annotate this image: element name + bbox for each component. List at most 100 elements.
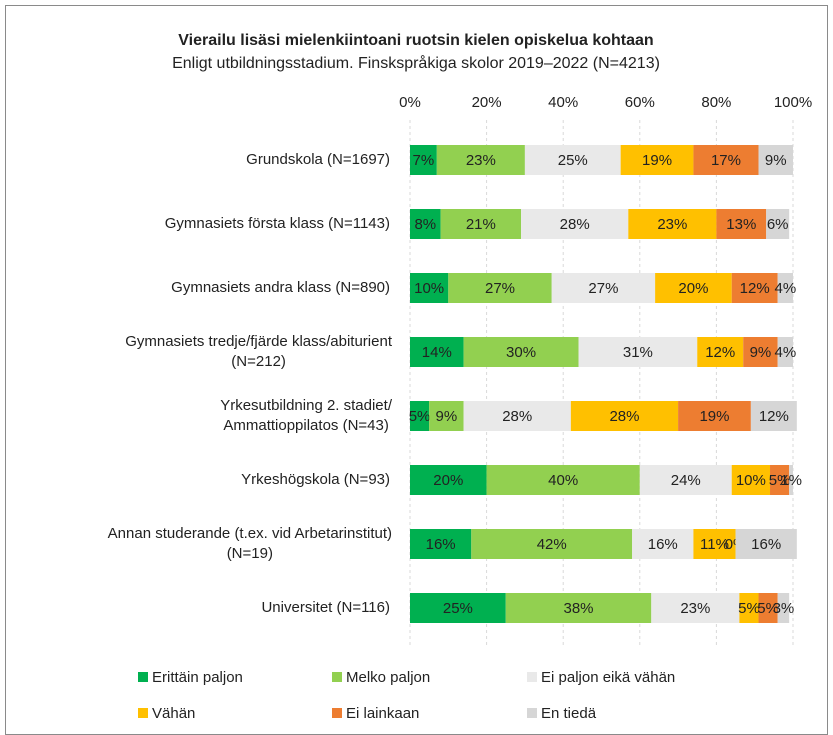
data-label: 9% xyxy=(765,152,787,169)
data-label: 19% xyxy=(642,152,672,169)
y-tick-label: Gymnasiets första klass (N=1143) xyxy=(165,215,390,232)
legend-swatch xyxy=(527,708,537,718)
bar-segment xyxy=(758,593,778,623)
data-label: 27% xyxy=(588,280,618,297)
data-label: 12% xyxy=(740,280,770,297)
bar-segment xyxy=(777,273,793,303)
y-tick-label: Gymnasiets tredje/fjärde klass/abiturien… xyxy=(125,333,393,370)
bar-segment xyxy=(758,145,793,175)
legend-swatch xyxy=(138,672,148,682)
bar-segment xyxy=(524,145,621,175)
y-tick-label: Annan studerande (t.ex. vid Arbetarinsti… xyxy=(108,525,392,562)
legend-label: En tiedä xyxy=(541,705,597,722)
bar-segment xyxy=(743,337,778,367)
data-label: 28% xyxy=(560,216,590,233)
bar-segment xyxy=(632,529,694,559)
bar-segment xyxy=(678,401,751,431)
data-label: 10% xyxy=(736,472,766,489)
legend-label: Erittäin paljon xyxy=(152,669,243,686)
chart-title: Vierailu lisäsi mielenkiintoani ruotsin … xyxy=(178,32,653,49)
chart-subtitle: Enligt utbildningsstadium. Finskspråkiga… xyxy=(172,54,660,72)
bar-segment xyxy=(750,401,797,431)
bar-segment xyxy=(448,273,552,303)
legend-label: Ei lainkaan xyxy=(346,705,419,722)
data-label: 5% xyxy=(738,600,760,617)
bar-segment xyxy=(463,401,571,431)
legend-swatch xyxy=(332,708,342,718)
data-label: 16% xyxy=(751,536,781,553)
bar-segment xyxy=(578,337,698,367)
x-tick-label: 20% xyxy=(472,94,502,111)
data-label: 23% xyxy=(680,600,710,617)
bar-segment xyxy=(655,273,732,303)
bar-segment xyxy=(410,401,430,431)
x-tick-label: 80% xyxy=(701,94,731,111)
data-label: 1% xyxy=(780,472,802,489)
data-label: 12% xyxy=(759,408,789,425)
data-label: 42% xyxy=(537,536,567,553)
bar-segment xyxy=(505,593,652,623)
x-tick-label: 0% xyxy=(399,94,421,111)
data-label: 20% xyxy=(433,472,463,489)
legend-label: Vähän xyxy=(152,705,195,722)
data-label: 27% xyxy=(485,280,515,297)
bar-segment xyxy=(440,209,522,239)
data-label: 4% xyxy=(774,344,796,361)
bar-segment xyxy=(693,529,736,559)
bar-segment xyxy=(410,209,441,239)
legend-swatch xyxy=(527,672,537,682)
bar-segment xyxy=(639,465,732,495)
bar-segment xyxy=(410,273,449,303)
label-line: Gymnasiets tredje/fjärde klass/abiturien… xyxy=(125,333,393,350)
bar-segment xyxy=(739,593,759,623)
data-label: 13% xyxy=(726,216,756,233)
bar-segment xyxy=(789,465,793,495)
bar-segment xyxy=(731,465,771,495)
bar-segment xyxy=(486,465,640,495)
bar-segment xyxy=(521,209,629,239)
data-label: 30% xyxy=(506,344,536,361)
legend-swatch xyxy=(332,672,342,682)
label-line: Ammattioppilatos (N=43) xyxy=(223,417,388,434)
bar-segment xyxy=(429,401,464,431)
bar-segment xyxy=(471,529,633,559)
bar-segment xyxy=(620,145,694,175)
bar-segment xyxy=(436,145,525,175)
x-tick-label: 100% xyxy=(774,94,812,111)
data-label: 16% xyxy=(426,536,456,553)
bar-segment xyxy=(777,593,790,623)
bar-segment xyxy=(410,593,506,623)
data-label: 24% xyxy=(671,472,701,489)
y-tick-label: Yrkesutbildning 2. stadiet/Ammattioppila… xyxy=(220,397,393,434)
bar-segment xyxy=(410,465,487,495)
data-label: 8% xyxy=(414,216,436,233)
data-label: 23% xyxy=(466,152,496,169)
x-tick-label: 60% xyxy=(625,94,655,111)
y-tick-label: Yrkeshögskola (N=93) xyxy=(241,471,390,488)
data-label: 28% xyxy=(609,408,639,425)
data-label: 25% xyxy=(558,152,588,169)
data-label: 38% xyxy=(564,600,594,617)
bar-segment xyxy=(693,145,759,175)
label-line: (N=212) xyxy=(231,353,286,370)
label-line: (N=19) xyxy=(227,545,273,562)
bar-segment xyxy=(551,273,656,303)
chart-frame xyxy=(5,5,828,735)
bar-segment xyxy=(716,209,767,239)
legend-label: Melko paljon xyxy=(346,669,430,686)
data-label: 10% xyxy=(414,280,444,297)
data-label: 6% xyxy=(767,216,789,233)
bar-segment xyxy=(410,337,464,367)
data-label: 11% xyxy=(700,536,729,553)
bar-segment xyxy=(697,337,744,367)
data-label: 16% xyxy=(648,536,678,553)
y-tick-label: Universitet (N=116) xyxy=(261,599,390,616)
data-label: 5% xyxy=(769,472,791,489)
data-label: 19% xyxy=(699,408,729,425)
y-tick-label: Grundskola (N=1697) xyxy=(246,151,390,168)
data-label: 3% xyxy=(773,600,795,617)
bar-segment xyxy=(766,209,790,239)
bar-segment xyxy=(731,273,778,303)
data-label: 9% xyxy=(750,344,772,361)
